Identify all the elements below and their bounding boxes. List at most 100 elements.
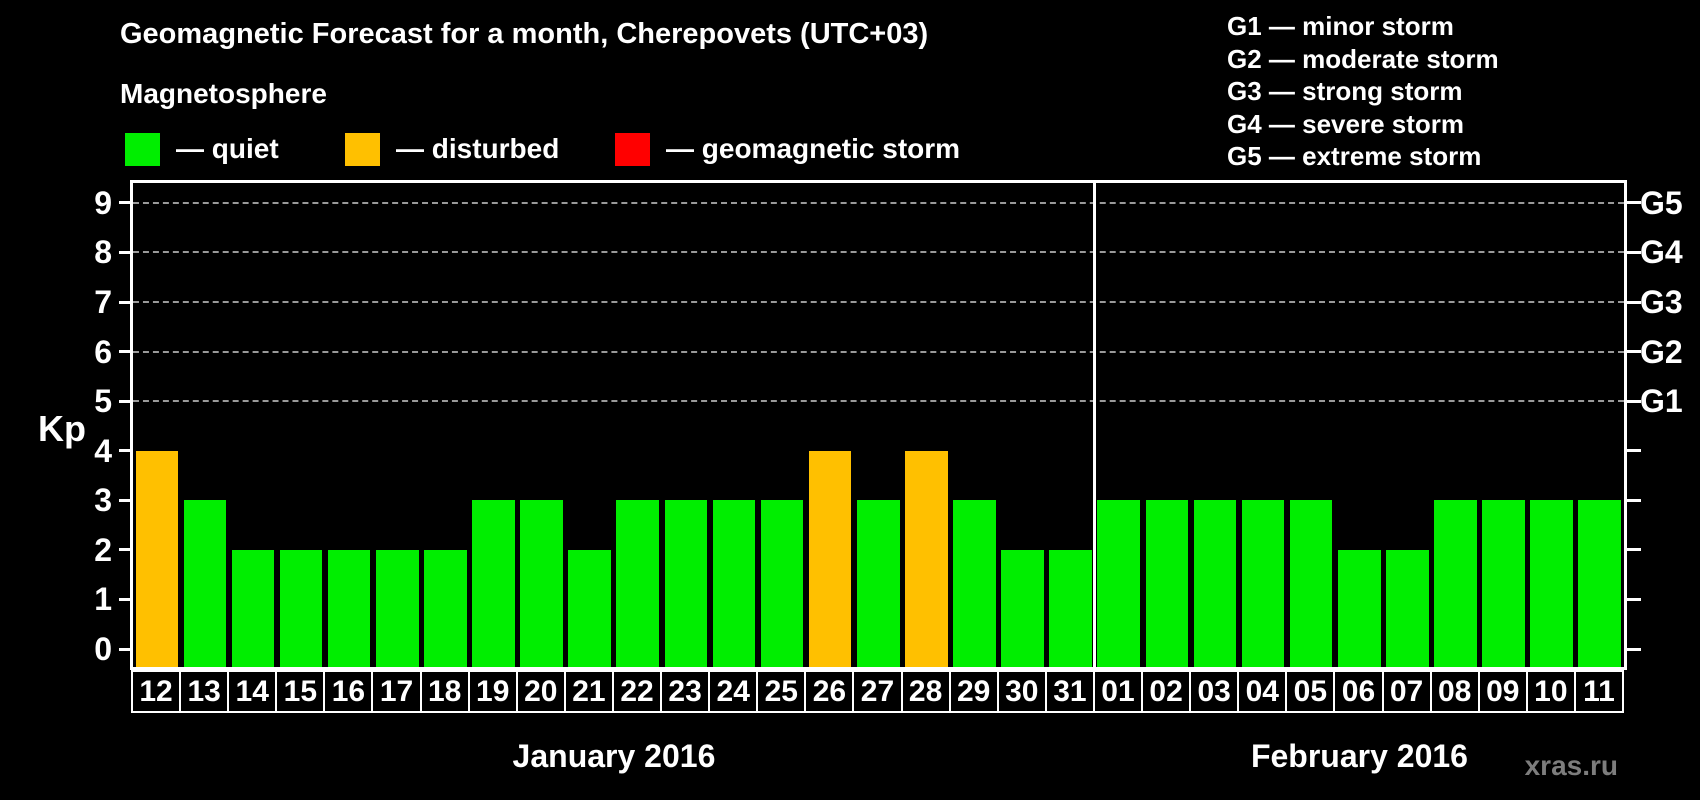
legend-item-storm: — geomagnetic storm — [615, 132, 960, 166]
bar-day-19 — [472, 500, 515, 667]
gridline-kp9 — [133, 201, 1624, 204]
g-level-label-g3: G3 — [1640, 284, 1683, 320]
day-label-14: 14 — [227, 670, 278, 713]
y-tick-label-8: 8 — [94, 234, 112, 271]
y-tick-right-7 — [1627, 300, 1641, 304]
bar-day-12 — [135, 450, 179, 667]
storm-scale-item-g2: G2 — moderate storm — [1227, 43, 1499, 74]
day-label-18: 18 — [419, 670, 470, 713]
y-tick-label-3: 3 — [94, 482, 112, 519]
day-label-19: 19 — [467, 670, 518, 713]
bar-day-30 — [1001, 549, 1044, 667]
legend-label: — quiet — [176, 133, 279, 164]
bar-day-31 — [1049, 549, 1092, 667]
bar-day-17 — [375, 549, 419, 667]
day-label-10: 10 — [1525, 670, 1576, 713]
plot-area — [130, 180, 1627, 670]
day-label-21: 21 — [563, 670, 614, 713]
day-label-27: 27 — [852, 670, 903, 713]
y-tick-left-8 — [119, 250, 133, 254]
month-separator — [1093, 183, 1097, 667]
bar-day-05 — [1289, 500, 1333, 667]
bar-day-13 — [183, 500, 227, 667]
month-label-february: February 2016 — [1250, 738, 1468, 774]
g-level-label-g4: G4 — [1640, 234, 1683, 271]
day-label-29: 29 — [948, 670, 999, 713]
magnetosphere-label: Magnetosphere — [120, 78, 327, 109]
day-label-30: 30 — [996, 670, 1047, 713]
y-tick-right-6 — [1627, 350, 1641, 354]
bar-day-10 — [1530, 500, 1573, 667]
day-label-03: 03 — [1189, 670, 1240, 713]
y-tick-right-3 — [1627, 498, 1641, 502]
y-tick-left-6 — [119, 350, 133, 354]
bar-day-06 — [1337, 549, 1381, 667]
day-label-26: 26 — [804, 670, 855, 713]
bar-day-11 — [1578, 500, 1621, 667]
g-level-label-g5: G5 — [1640, 184, 1683, 221]
bar-day-27 — [856, 500, 900, 667]
y-tick-left-3 — [119, 498, 133, 502]
gridline-kp8 — [133, 251, 1624, 254]
day-label-23: 23 — [660, 670, 711, 713]
legend-label: — disturbed — [396, 133, 560, 164]
legend-item-disturbed: — disturbed — [345, 132, 559, 166]
bar-day-20 — [520, 500, 563, 667]
kp-axis-label: Kp — [38, 408, 86, 449]
y-tick-right-9 — [1627, 201, 1641, 205]
day-label-31: 31 — [1044, 670, 1095, 713]
y-tick-label-2: 2 — [94, 531, 112, 568]
day-label-07: 07 — [1381, 670, 1432, 713]
bar-day-07 — [1386, 549, 1429, 667]
gridline-kp5 — [133, 400, 1624, 403]
legend-item-quiet: — quiet — [125, 132, 279, 166]
y-tick-label-6: 6 — [94, 333, 112, 370]
day-label-16: 16 — [323, 670, 374, 713]
bar-day-18 — [424, 549, 467, 667]
day-label-12: 12 — [131, 670, 182, 713]
storm-scale-item-g3: G3 — strong storm — [1227, 76, 1463, 106]
day-label-08: 08 — [1429, 670, 1480, 713]
day-label-05: 05 — [1285, 670, 1336, 713]
y-tick-left-4 — [119, 449, 133, 453]
y-tick-right-2 — [1627, 548, 1641, 552]
y-tick-right-4 — [1627, 449, 1641, 453]
day-label-20: 20 — [515, 670, 566, 713]
bar-day-26 — [808, 450, 852, 667]
day-label-06: 06 — [1333, 670, 1384, 713]
y-tick-right-5 — [1627, 399, 1641, 403]
quiet-swatch-icon — [125, 132, 160, 166]
day-label-04: 04 — [1237, 670, 1288, 713]
bar-day-02 — [1145, 500, 1189, 667]
g-level-label-g2: G2 — [1640, 333, 1683, 370]
y-tick-label-5: 5 — [94, 383, 112, 420]
bar-day-15 — [279, 549, 323, 667]
g-level-label-g1: G1 — [1640, 383, 1683, 420]
month-label-january: January 2016 — [512, 738, 716, 774]
day-label-11: 11 — [1573, 670, 1624, 713]
y-tick-label-7: 7 — [94, 284, 112, 320]
day-label-25: 25 — [756, 670, 807, 713]
day-label-02: 02 — [1141, 670, 1192, 713]
storm-swatch-icon — [615, 132, 650, 166]
y-tick-right-8 — [1627, 250, 1641, 254]
y-tick-left-0 — [119, 647, 133, 651]
day-label-24: 24 — [708, 670, 759, 713]
y-tick-left-2 — [119, 548, 133, 552]
day-label-13: 13 — [179, 670, 230, 713]
storm-scale-item-g1: G1 — minor storm — [1227, 11, 1454, 41]
bar-day-03 — [1193, 500, 1237, 667]
bar-day-28 — [905, 450, 948, 667]
legend-label: — geomagnetic storm — [666, 133, 961, 164]
bar-day-16 — [327, 549, 371, 667]
bar-day-14 — [231, 549, 275, 667]
day-label-17: 17 — [371, 670, 422, 713]
y-tick-label-4: 4 — [94, 432, 112, 469]
y-tick-label-1: 1 — [94, 581, 112, 618]
bar-day-08 — [1434, 500, 1477, 667]
bar-day-21 — [568, 549, 611, 667]
y-tick-right-1 — [1627, 597, 1641, 601]
gridline-kp6 — [133, 350, 1624, 353]
y-tick-left-1 — [119, 597, 133, 601]
